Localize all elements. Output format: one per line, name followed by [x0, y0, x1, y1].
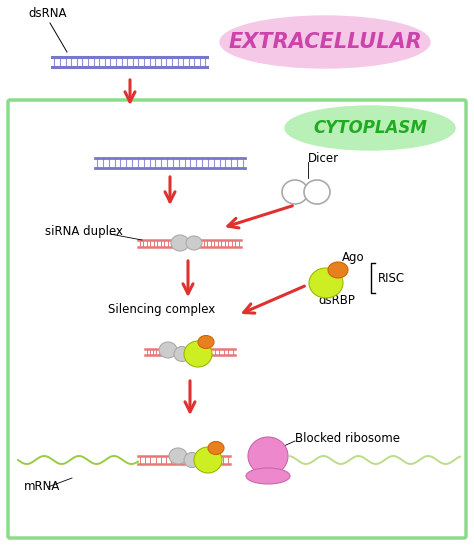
Ellipse shape	[171, 235, 189, 251]
Text: CYTOPLASM: CYTOPLASM	[313, 119, 427, 137]
Text: Blocked ribosome: Blocked ribosome	[295, 431, 400, 444]
Text: RISC: RISC	[378, 271, 405, 284]
Ellipse shape	[248, 437, 288, 475]
Ellipse shape	[184, 453, 200, 467]
Ellipse shape	[159, 342, 177, 358]
Ellipse shape	[186, 236, 202, 250]
Ellipse shape	[184, 341, 212, 367]
Ellipse shape	[246, 468, 290, 484]
Ellipse shape	[208, 442, 224, 454]
Ellipse shape	[285, 106, 455, 150]
Ellipse shape	[220, 16, 430, 68]
Text: dsRNA: dsRNA	[28, 7, 66, 20]
Ellipse shape	[169, 448, 187, 464]
Text: siRNA duplex: siRNA duplex	[45, 225, 123, 238]
Text: dsRBP: dsRBP	[318, 294, 355, 306]
Ellipse shape	[198, 335, 214, 349]
Text: Silencing complex: Silencing complex	[108, 304, 215, 317]
Ellipse shape	[304, 180, 330, 204]
Ellipse shape	[282, 180, 308, 204]
Text: EXTRACELLULAR: EXTRACELLULAR	[228, 32, 422, 52]
Ellipse shape	[328, 262, 348, 278]
Text: mRNA: mRNA	[24, 481, 60, 494]
Ellipse shape	[174, 346, 190, 362]
FancyBboxPatch shape	[8, 100, 466, 538]
Ellipse shape	[194, 447, 222, 473]
Text: Dicer: Dicer	[308, 151, 339, 164]
Text: Ago: Ago	[342, 252, 365, 265]
Ellipse shape	[309, 268, 343, 298]
